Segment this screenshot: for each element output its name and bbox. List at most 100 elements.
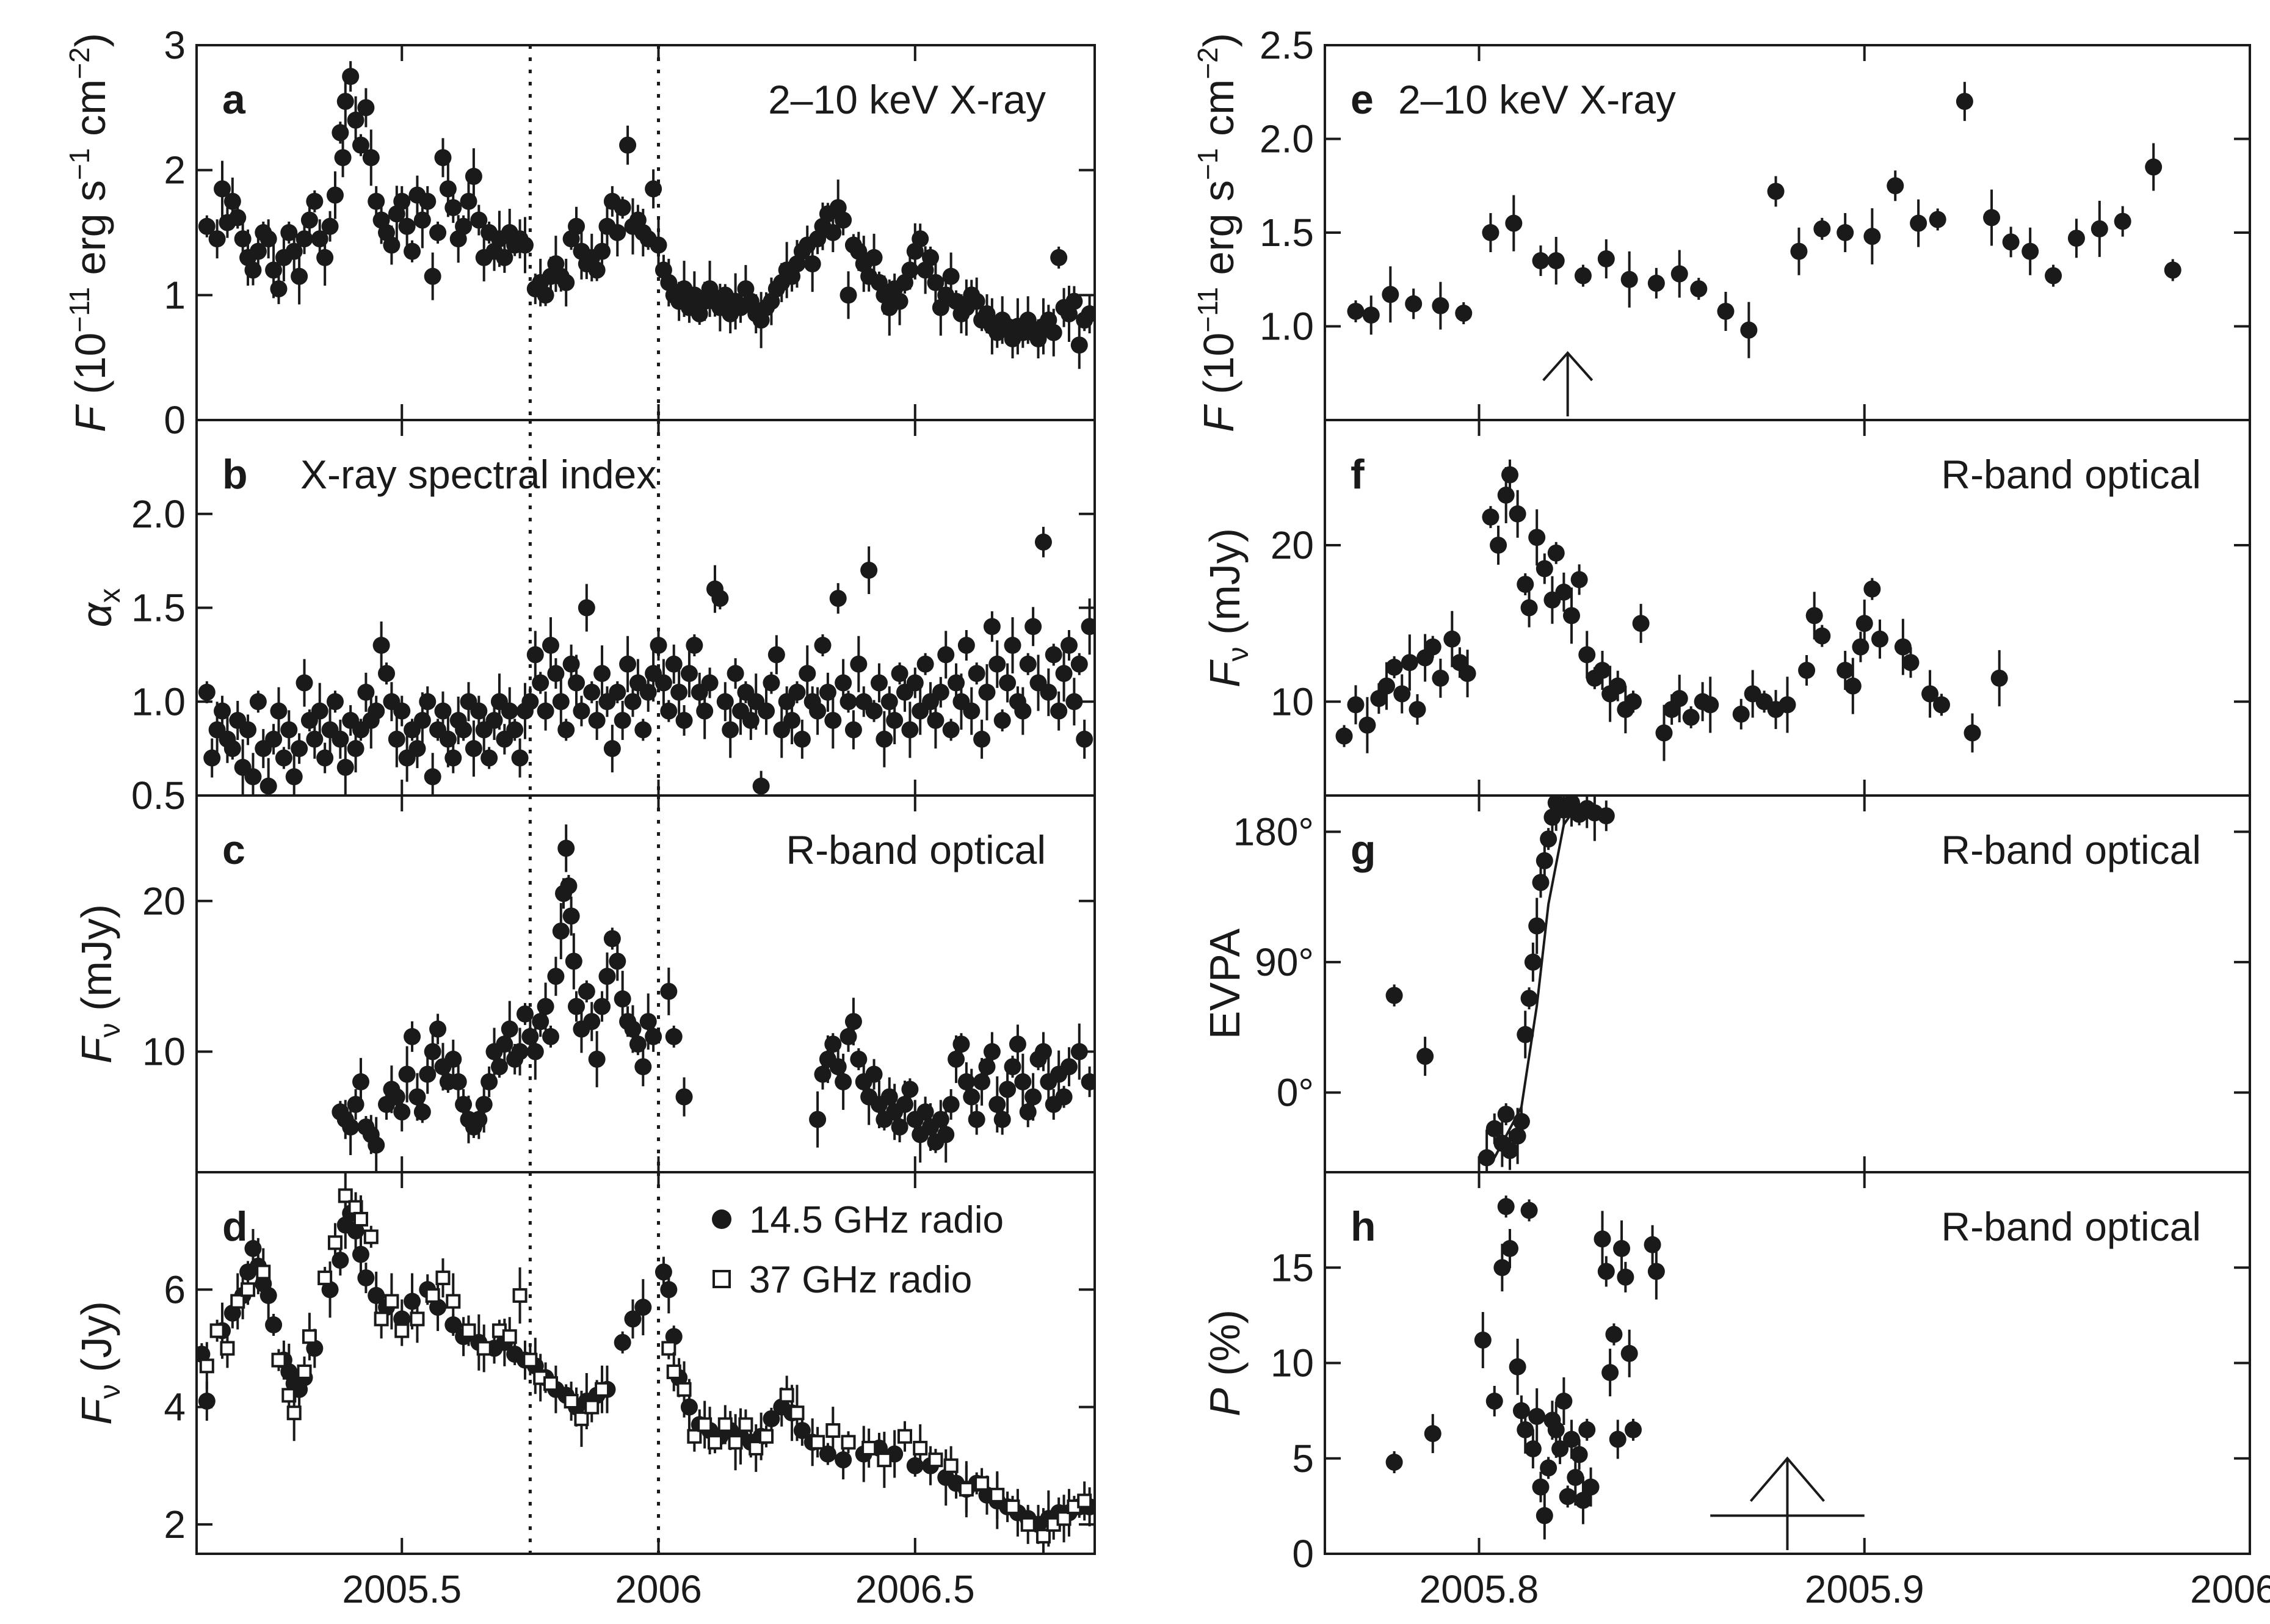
- data-point: [1004, 637, 1021, 654]
- data-point: [932, 683, 949, 701]
- x-tick-label: 2005.5: [342, 1567, 462, 1611]
- legend-marker-circle: [712, 1209, 731, 1229]
- data-point: [1520, 1202, 1538, 1219]
- data-point: [614, 712, 631, 729]
- data-point: [1547, 544, 1565, 562]
- data-point-37ghz: [728, 1435, 743, 1450]
- data-point: [865, 702, 883, 720]
- y-tick-label: 5: [1292, 1437, 1314, 1481]
- data-point-37ghz: [676, 1382, 692, 1397]
- data-point: [865, 248, 883, 266]
- data-point: [722, 721, 739, 739]
- data-point: [1401, 654, 1418, 672]
- data-point: [1385, 1454, 1403, 1471]
- panel-d: 2 4 6 2005.5 2006 2006.5 d Fν (Jy) 14.5 GHz radi…: [73, 1171, 1096, 1611]
- data-point: [912, 230, 929, 248]
- data-point: [352, 136, 369, 154]
- panel-e: 1.0 1.5 2.0 2.5 e 2–10 keV X-ray F (10−11 erg …: [1192, 23, 2251, 432]
- y-axis-label: P (%): [1201, 1310, 1249, 1416]
- x-tick-label: 2006: [615, 1567, 702, 1611]
- data-point: [347, 740, 364, 758]
- data-point: [557, 721, 575, 739]
- data-point-37ghz: [220, 1341, 235, 1356]
- y-label-var: P: [1201, 1388, 1249, 1416]
- data-point-37ghz: [523, 1352, 538, 1368]
- data-point: [2091, 220, 2108, 237]
- data-point: [239, 721, 257, 739]
- data-point: [752, 777, 770, 795]
- data-point: [1790, 242, 1808, 260]
- data-point: [578, 982, 595, 1000]
- data-point: [306, 192, 324, 210]
- data-point: [326, 693, 344, 711]
- data-point: [455, 721, 473, 739]
- data-point: [2002, 233, 2020, 251]
- panel-letter: h: [1351, 1203, 1376, 1250]
- data-point: [901, 1081, 919, 1098]
- data-point: [336, 758, 354, 776]
- data-point: [1505, 214, 1523, 232]
- data-point: [368, 702, 385, 720]
- data-point: [552, 693, 570, 711]
- data-point: [835, 1073, 852, 1090]
- data-point: [1385, 987, 1403, 1004]
- y-axis-label: Fν (mJy): [1201, 528, 1255, 687]
- data-point: [1070, 336, 1088, 354]
- y-label-var: F: [1201, 659, 1249, 687]
- data-point: [1509, 1127, 1526, 1145]
- data-point: [393, 1103, 411, 1121]
- data-point: [1563, 607, 1580, 625]
- y-label-var: F: [73, 1396, 120, 1425]
- data-point: [2067, 230, 2085, 247]
- data-point-37ghz: [564, 1394, 579, 1408]
- plot-area: [1385, 1195, 1665, 1540]
- data-point: [1902, 654, 1920, 672]
- plot-area: [198, 420, 1095, 796]
- y-tick-label: 1.5: [1260, 211, 1314, 255]
- data-point-37ghz: [666, 1364, 681, 1379]
- y-label-var: F: [73, 1035, 120, 1064]
- y-tick-label: 2.5: [1260, 23, 1314, 67]
- data-point: [1863, 580, 1881, 598]
- data-point-37ghz: [990, 1487, 1005, 1503]
- data-point: [1644, 1236, 1661, 1253]
- y-tick-label: 0: [1292, 1532, 1314, 1576]
- data-point: [1501, 1142, 1518, 1159]
- data-point: [1509, 1358, 1526, 1376]
- legend-label: 14.5 GHz radio: [749, 1199, 1004, 1241]
- panel-title: R-band optical: [1941, 452, 2201, 497]
- panel-title: R-band optical: [1941, 1204, 2201, 1249]
- data-point: [1520, 599, 1538, 617]
- data-point: [809, 702, 827, 720]
- data-point: [573, 702, 590, 720]
- data-point-37ghz: [897, 1429, 912, 1444]
- plot-area: [1335, 459, 2008, 761]
- data-point: [1767, 183, 1785, 200]
- data-point: [614, 199, 631, 217]
- panel-b: 0.5 1.0 1.5 2.0 b X-ray spectral index αx: [73, 419, 1096, 817]
- data-point: [470, 211, 488, 229]
- legend-marker-square: [713, 1270, 731, 1288]
- data-point: [285, 768, 303, 786]
- data-point-37ghz: [297, 1364, 312, 1379]
- data-point: [560, 877, 578, 895]
- data-point: [1459, 665, 1476, 683]
- data-point: [465, 167, 482, 185]
- data-point: [547, 665, 565, 683]
- y-axis-label: αx: [73, 589, 126, 628]
- data-point: [357, 1269, 375, 1287]
- data-point: [444, 749, 462, 767]
- data-point: [650, 637, 667, 654]
- data-point-37ghz: [425, 1288, 440, 1303]
- data-point: [1871, 630, 1888, 648]
- data-point: [357, 99, 375, 117]
- data-point: [1956, 93, 1973, 111]
- x-tick-label: 2006.5: [855, 1567, 975, 1611]
- data-point: [1501, 466, 1518, 484]
- data-point: [1540, 830, 1557, 848]
- y-label-var: F: [67, 404, 114, 432]
- data-point: [557, 274, 575, 291]
- data-point: [2022, 242, 2039, 260]
- data-point: [1582, 1478, 1600, 1496]
